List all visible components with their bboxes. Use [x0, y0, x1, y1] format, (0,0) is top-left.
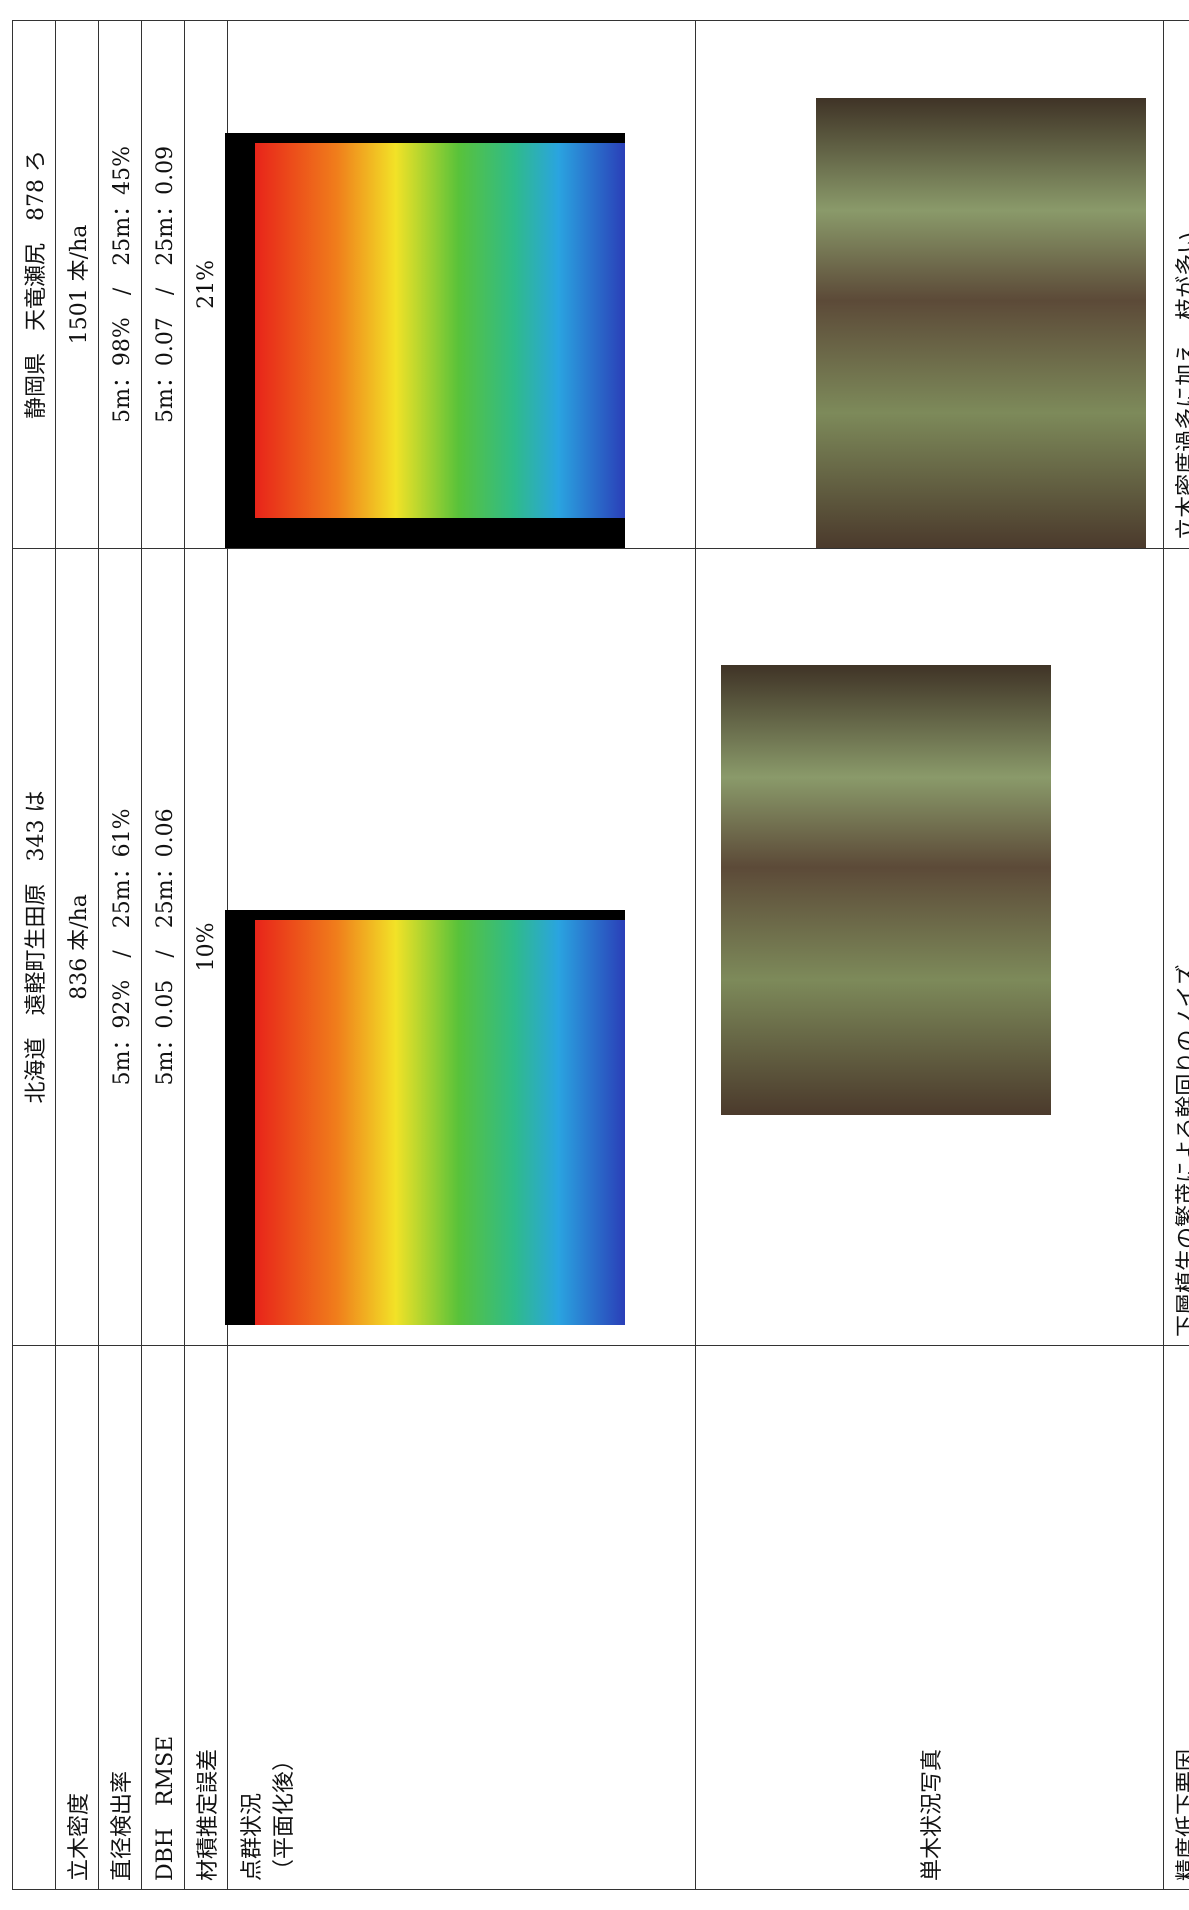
point-cloud-image: [225, 910, 625, 1325]
image-cell: [228, 21, 696, 549]
empty-cell: [13, 1346, 56, 1890]
label-line: 点群状況: [234, 1354, 266, 1881]
cell: 1501 本/ha: [56, 21, 99, 549]
cell: 5m：98% / 25m：45%: [99, 21, 142, 549]
row-label: 点群状況（平面化後）: [228, 1346, 696, 1890]
rotated-sheet: 北海道 遠軽町生田原 343 は 静岡県 天竜瀬尻 878 ろ 立木密度836 …: [0, 0, 1189, 1910]
row-label: DBH RMSE: [142, 1346, 185, 1890]
cell: 5m：0.07 / 25m：0.09: [142, 21, 185, 549]
cell: 下層植生の繁茂による幹回りのノイズ: [1164, 548, 1189, 1345]
cell: 5m：92% / 25m：61%: [99, 548, 142, 1345]
point-cloud-image: [225, 133, 625, 548]
row-label: 直径検出率: [99, 1346, 142, 1890]
page: 北海道 遠軽町生田原 343 は 静岡県 天竜瀬尻 878 ろ 立木密度836 …: [0, 0, 1189, 1910]
cell: 21%: [185, 21, 228, 549]
image-cell: [696, 548, 1164, 1345]
site-name: 静岡県 天竜瀬尻 878 ろ: [13, 21, 56, 549]
row-label: 単木状況写真: [696, 1346, 1164, 1890]
cell: 10%: [185, 548, 228, 1345]
cell: 立木密度過多に加え、枝が多い: [1164, 21, 1189, 549]
site-name: 北海道 遠軽町生田原 343 は: [13, 548, 56, 1345]
label-line: （平面化後）: [266, 1354, 298, 1881]
cell: 5m：0.05 / 25m：0.06: [142, 548, 185, 1345]
row-label: 精度低下要因: [1164, 1346, 1189, 1890]
row-label: 立木密度: [56, 1346, 99, 1890]
image-cell: [228, 548, 696, 1345]
cell: 836 本/ha: [56, 548, 99, 1345]
forest-photo: [816, 98, 1146, 548]
image-cell: [696, 21, 1164, 549]
row-label: 材積推定誤差: [185, 1346, 228, 1890]
forest-photo: [721, 665, 1051, 1115]
